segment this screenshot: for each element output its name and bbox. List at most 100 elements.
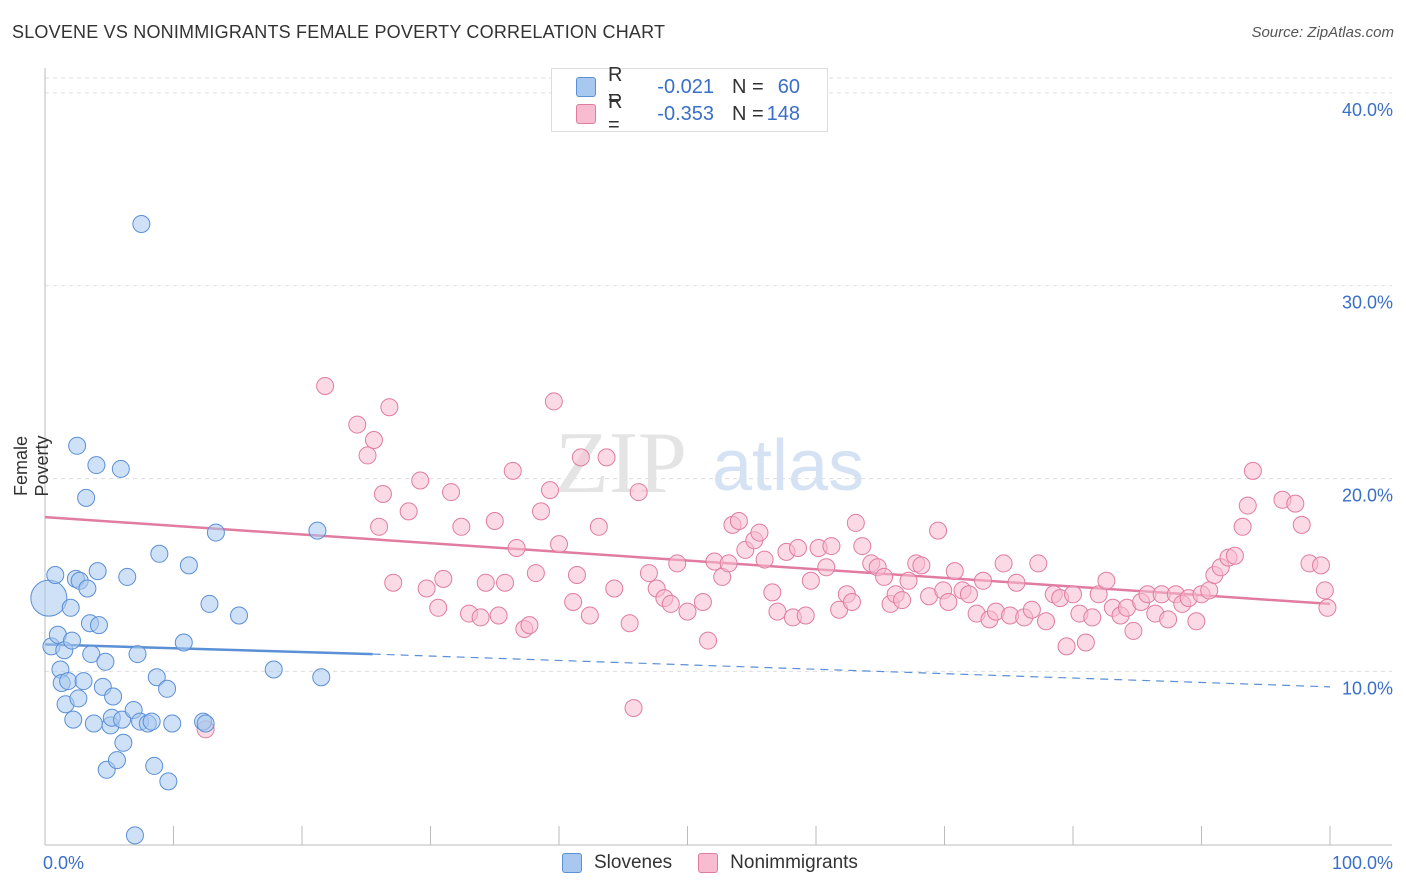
data-point-slovenes xyxy=(96,652,115,671)
data-point-nonimmigrants xyxy=(1089,585,1108,604)
data-point-nonimmigrants xyxy=(384,573,403,592)
data-point-slovenes xyxy=(77,488,96,507)
data-point-nonimmigrants xyxy=(1076,633,1095,652)
data-point-nonimmigrants xyxy=(846,513,865,532)
data-point-nonimmigrants xyxy=(629,483,648,502)
data-point-slovenes xyxy=(69,689,88,708)
legend-r-label: R = xyxy=(608,91,623,136)
bottom-legend-swatch-nonimmigrants xyxy=(698,853,719,873)
legend-n-label: N = xyxy=(732,102,764,125)
data-point-nonimmigrants xyxy=(364,431,383,449)
bottom-legend-swatch-slovenes xyxy=(562,853,582,873)
data-point-nonimmigrants xyxy=(1312,556,1331,575)
data-point-slovenes xyxy=(206,523,225,542)
data-point-nonimmigrants xyxy=(1233,517,1252,536)
data-point-nonimmigrants xyxy=(639,564,658,583)
data-point-nonimmigrants xyxy=(520,616,539,635)
data-point-nonimmigrants xyxy=(541,481,560,500)
data-point-slovenes xyxy=(196,714,215,733)
data-point-slovenes xyxy=(114,733,133,752)
legend-n-label: N = xyxy=(732,75,764,98)
bottom-legend-nonimmigrants[interactable]: Nonimmigrants xyxy=(698,852,858,874)
data-point-nonimmigrants xyxy=(429,598,448,617)
data-point-nonimmigrants xyxy=(442,483,461,502)
data-point-nonimmigrants xyxy=(567,566,586,584)
data-point-nonimmigrants xyxy=(485,512,504,530)
data-point-nonimmigrants xyxy=(899,571,918,590)
data-point-nonimmigrants xyxy=(411,471,430,490)
data-point-nonimmigrants xyxy=(875,567,894,586)
data-point-nonimmigrants xyxy=(750,523,769,542)
trend-extension-slovenes xyxy=(372,653,1331,688)
data-point-nonimmigrants xyxy=(1083,608,1102,627)
data-point-slovenes xyxy=(142,712,161,731)
data-point-nonimmigrants xyxy=(1022,600,1041,619)
y-tick-label: 20.0% xyxy=(1342,486,1393,506)
data-point-slovenes xyxy=(163,714,182,733)
data-point-nonimmigrants xyxy=(1007,573,1026,592)
data-point-slovenes xyxy=(118,567,137,586)
data-point-nonimmigrants xyxy=(1029,554,1048,573)
data-point-slovenes xyxy=(308,521,327,540)
data-point-slovenes xyxy=(62,631,81,650)
data-point-nonimmigrants xyxy=(912,556,931,575)
data-point-nonimmigrants xyxy=(853,537,872,556)
data-point-slovenes xyxy=(78,579,97,598)
data-point-slovenes xyxy=(150,544,169,563)
axes xyxy=(44,68,1392,846)
bottom-legend-slovenes[interactable]: Slovenes xyxy=(562,852,672,874)
source-label: Source: ZipAtlas.com xyxy=(1251,24,1394,41)
data-point-nonimmigrants xyxy=(399,502,418,521)
data-point-nonimmigrants xyxy=(1097,571,1116,590)
chart-title: SLOVENE VS NONIMMIGRANTS FEMALE POVERTY … xyxy=(12,22,666,42)
data-point-nonimmigrants xyxy=(471,608,490,627)
data-point-nonimmigrants xyxy=(571,448,590,467)
bottom-legend-label: Nonimmigrants xyxy=(730,852,858,873)
y-tick-label: 40.0% xyxy=(1342,100,1393,120)
data-points xyxy=(30,215,1337,845)
data-point-slovenes xyxy=(200,594,219,613)
data-point-slovenes xyxy=(264,660,283,679)
data-point-slovenes xyxy=(64,710,83,729)
legend-swatch-nonimmigrants xyxy=(576,104,596,124)
data-point-nonimmigrants xyxy=(526,564,545,583)
data-point-slovenes xyxy=(159,772,178,791)
data-point-slovenes xyxy=(61,598,80,617)
data-point-nonimmigrants xyxy=(729,512,748,530)
data-point-nonimmigrants xyxy=(452,517,471,536)
data-point-nonimmigrants xyxy=(945,562,964,581)
data-point-slovenes xyxy=(312,668,331,687)
data-point-nonimmigrants xyxy=(580,606,599,625)
data-point-nonimmigrants xyxy=(994,554,1013,573)
data-point-slovenes xyxy=(111,459,130,478)
bottom-legend: Slovenes Nonimmigrants xyxy=(562,852,884,874)
data-point-nonimmigrants xyxy=(605,579,624,598)
data-point-nonimmigrants xyxy=(620,614,639,633)
data-point-slovenes xyxy=(46,566,65,584)
data-point-nonimmigrants xyxy=(789,539,808,557)
data-point-slovenes xyxy=(125,826,144,845)
data-point-slovenes xyxy=(89,616,108,635)
data-point-nonimmigrants xyxy=(817,558,836,577)
data-point-nonimmigrants xyxy=(1292,515,1311,534)
data-point-nonimmigrants xyxy=(1318,598,1337,617)
data-point-nonimmigrants xyxy=(768,602,787,621)
legend-swatch-slovenes xyxy=(576,77,596,97)
data-point-nonimmigrants xyxy=(476,573,495,592)
legend-r-label: R = xyxy=(608,64,623,109)
data-point-nonimmigrants xyxy=(507,539,526,557)
data-point-nonimmigrants xyxy=(373,485,392,503)
data-point-slovenes xyxy=(68,436,87,455)
data-point-nonimmigrants xyxy=(597,448,616,467)
data-point-slovenes xyxy=(174,633,193,652)
legend-row-nonimmigrants: R = -0.353 N = 148 xyxy=(576,91,800,136)
data-point-nonimmigrants xyxy=(1124,621,1143,640)
data-point-slovenes xyxy=(158,679,177,698)
data-point-nonimmigrants xyxy=(699,631,718,650)
data-point-slovenes xyxy=(113,710,132,729)
bottom-legend-label: Slovenes xyxy=(594,852,673,873)
data-point-nonimmigrants xyxy=(1315,581,1334,600)
data-point-nonimmigrants xyxy=(1064,585,1082,604)
legend-r-value: -0.353 xyxy=(657,102,714,125)
watermark: ZIP atlas xyxy=(555,415,864,512)
